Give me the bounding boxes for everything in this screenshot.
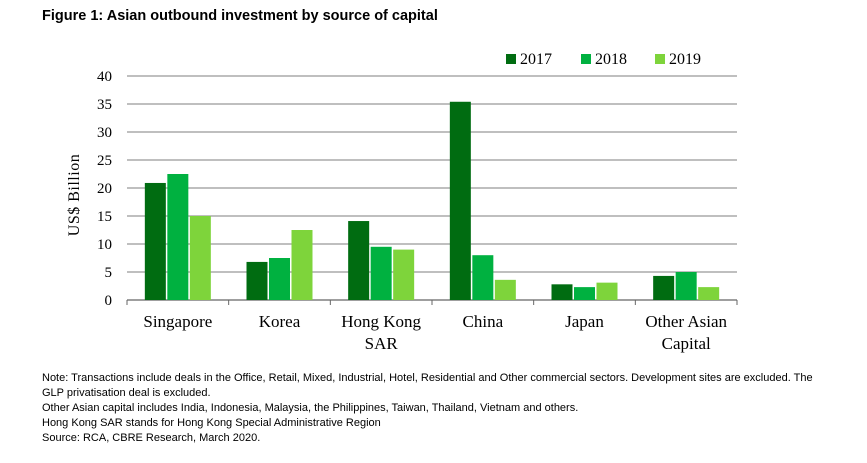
bar-2019 <box>393 249 415 300</box>
y-tick-label: 40 <box>97 69 112 85</box>
y-tick-label: 30 <box>97 125 112 141</box>
bar-2018 <box>269 258 290 300</box>
bar-2017 <box>551 284 573 300</box>
y-axis-ticks: 0 5 10 15 20 25 30 35 40 <box>97 69 112 309</box>
note-line: Hong Kong SAR stands for Hong Kong Speci… <box>42 417 381 429</box>
x-tick-label: Korea <box>259 312 301 331</box>
y-tick-label: 10 <box>97 237 112 253</box>
bar-2018 <box>167 174 189 300</box>
x-tick-label: China <box>463 312 504 331</box>
bar-2017 <box>348 221 370 300</box>
legend-swatch-2019 <box>655 54 665 64</box>
bar-2017 <box>449 101 471 300</box>
legend-swatch-2018 <box>581 54 591 64</box>
note-line: Note: Transactions include deals in the … <box>42 372 813 399</box>
bar-2017 <box>144 182 166 300</box>
legend-label-2018: 2018 <box>595 51 627 68</box>
note-line: Other Asian capital includes India, Indo… <box>42 402 579 414</box>
x-tick-label: Hong Kong SAR <box>341 312 421 353</box>
y-tick-label: 20 <box>97 181 112 197</box>
legend-label-2017: 2017 <box>520 51 552 68</box>
y-tick-label: 15 <box>97 209 112 225</box>
legend-label-2019: 2019 <box>669 51 701 68</box>
y-tick-label: 35 <box>97 97 112 113</box>
figure-title: Figure 1: Asian outbound investment by s… <box>42 8 438 24</box>
bar-2017 <box>246 261 268 300</box>
x-tick-label: Singapore <box>143 312 212 331</box>
legend-swatch-2017 <box>506 54 516 64</box>
x-tick-label: Other Asian Capital <box>645 312 727 353</box>
bar-2018 <box>472 255 494 300</box>
bar-2017 <box>653 275 675 300</box>
bar-2019 <box>189 216 211 300</box>
x-axis-ticks: Singapore Korea Hong Kong SAR China Japan Othe… <box>143 312 727 353</box>
note-line: Source: RCA, CBRE Research, March 2020. <box>42 432 261 444</box>
gridlines <box>126 75 738 305</box>
notes: Note: Transactions include deals in the … <box>42 371 832 446</box>
bar-2018 <box>574 287 595 300</box>
bar-2019 <box>494 279 516 300</box>
y-tick-label: 0 <box>105 293 113 309</box>
y-axis-label: US$ Billion <box>66 154 83 236</box>
bar-2018 <box>675 272 697 300</box>
bars <box>144 101 720 300</box>
bar-2019 <box>291 230 313 300</box>
bar-2018 <box>370 246 392 300</box>
bar-2019 <box>596 282 618 300</box>
y-tick-label: 5 <box>105 265 113 281</box>
x-tick-label: Japan <box>565 312 604 331</box>
y-tick-label: 25 <box>97 153 112 169</box>
legend: 2017 2018 2019 <box>506 51 701 68</box>
bar-2019 <box>698 287 720 300</box>
